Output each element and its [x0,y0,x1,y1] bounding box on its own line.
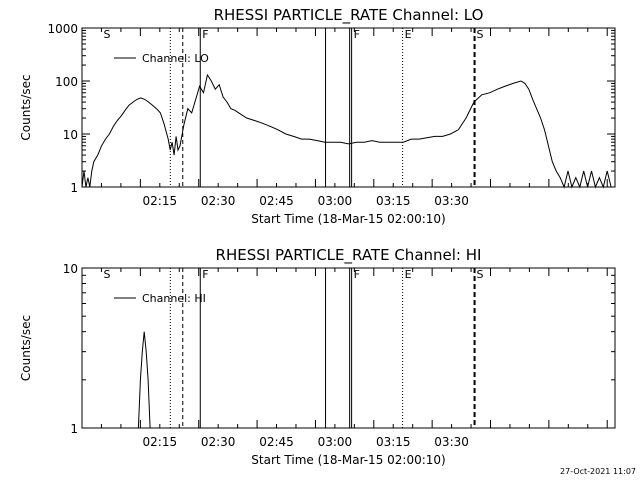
y-tick-label: 1000 [47,22,78,36]
plot-frame [81,267,616,429]
event-marker-label: E [405,28,412,41]
x-tick-label: 02:45 [259,435,294,449]
y-axis-label: Counts/sec [19,315,33,381]
event-marker-label: S [103,268,110,281]
event-marker-label: F [202,268,208,281]
series-line [137,331,151,429]
x-tick-label: 02:15 [143,435,178,449]
x-tick-label: 03:00 [318,194,353,208]
chart-title: RHESSI PARTICLE_RATE Channel: LO [214,6,484,25]
x-axis-label: Start Time (18-Mar-15 02:00:10) [251,212,445,226]
x-tick-label: 03:30 [434,194,469,208]
y-axis-label: Counts/sec [19,74,33,140]
legend-label: Channel: LO [142,52,209,65]
y-tick-label: 1 [70,422,78,436]
plot-timestamp: 27-Oct-2021 11:07 [560,467,636,476]
x-axis-label: Start Time (18-Mar-15 02:00:10) [251,453,445,467]
x-tick-label: 03:30 [434,435,469,449]
event-marker-label: F [354,268,360,281]
x-tick-label: 02:30 [201,435,236,449]
event-marker-label: F [202,28,208,41]
x-tick-label: 03:15 [376,435,411,449]
chart-panel-0: RHESSI PARTICLE_RATE Channel: LO 02:15 02:… [19,6,616,226]
x-tick-label: 03:00 [318,435,353,449]
plot-frame [81,27,616,188]
event-marker-label: E [405,268,412,281]
event-marker-label: S [103,28,110,41]
y-tick-label: 100 [55,75,78,89]
x-tick-label: 02:45 [259,194,294,208]
x-tick-label: 03:15 [376,194,411,208]
chart-title: RHESSI PARTICLE_RATE Channel: HI [216,246,482,265]
y-tick-label: 10 [63,128,78,142]
series-line [81,73,612,189]
y-tick-label: 1 [70,181,78,195]
x-tick-label: 02:30 [201,194,236,208]
event-marker-label: S [477,28,484,41]
event-marker-label: S [477,268,484,281]
chart-panel-1: RHESSI PARTICLE_RATE Channel: HI 02:15 02:… [19,246,616,467]
x-tick-label: 02:15 [143,194,178,208]
event-marker-label: F [354,28,360,41]
legend-label: Channel: HI [142,292,206,305]
y-tick-label: 10 [63,262,78,276]
